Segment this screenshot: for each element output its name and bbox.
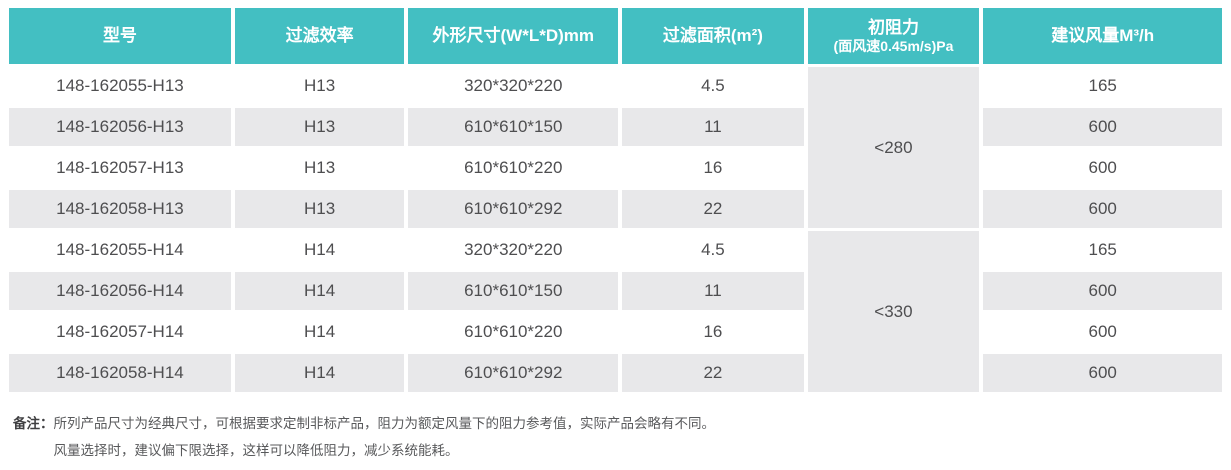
table-row: 148-162058-H14 H14 610*610*292 22 600 [9,354,1222,392]
table-row: 148-162056-H14 H14 610*610*150 11 600 [9,272,1222,310]
cell-area: 4.5 [622,231,804,269]
table-row: 148-162055-H13 H13 320*320*220 4.5 <280 … [9,67,1222,228]
table-body: 148-162055-H13 H13 320*320*220 4.5 <280 … [9,67,1222,392]
footnote: 备注： 所列产品尺寸为经典尺寸，可根据要求定制非标产品，阻力为额定风量下的阻力参… [13,410,1226,464]
table-row: 148-162056-H13 H13 610*610*150 11 600 [9,108,1222,146]
cell-model: 148-162058-H13 [9,190,231,228]
footnote-line-2: 风量选择时，建议偏下限选择，这样可以降低阻力，减少系统能耗。 [53,443,459,458]
cell-area: 4.5 [622,67,804,105]
cell-efficiency: H14 [234,354,405,392]
cell-efficiency: H14 [234,272,405,310]
col-header-resistance: 初阻力 (面风速0.45m/s)Pa [807,8,980,64]
footnote-line-1: 所列产品尺寸为经典尺寸，可根据要求定制非标产品，阻力为额定风量下的阻力参考值，实… [53,416,716,431]
cell-airflow: 600 [983,354,1222,392]
cell-dimensions: 610*610*292 [408,190,619,228]
col-header-resistance-subtitle: (面风速0.45m/s)Pa [833,37,954,54]
cell-model: 148-162057-H13 [9,149,231,187]
col-header-efficiency: 过滤效率 [234,8,405,64]
cell-airflow: 165 [983,67,1222,105]
cell-airflow: 165 [983,231,1222,269]
col-header-dimensions: 外形尺寸(W*L*D)mm [408,8,619,64]
cell-efficiency: H14 [234,313,405,351]
cell-model: 148-162056-H13 [9,108,231,146]
cell-dimensions: 610*610*220 [408,313,619,351]
cell-model: 148-162055-H14 [9,231,231,269]
table-row: 148-162057-H13 H13 610*610*220 16 600 [9,149,1222,187]
col-header-resistance-title: 初阻力 [867,17,919,37]
cell-resistance-h14-group: <330 [807,231,980,392]
cell-airflow: 600 [983,313,1222,351]
cell-area: 22 [622,354,804,392]
cell-airflow: 600 [983,190,1222,228]
cell-dimensions: 610*610*220 [408,149,619,187]
cell-model: 148-162055-H13 [9,67,231,105]
cell-model: 148-162058-H14 [9,354,231,392]
cell-efficiency: H13 [234,108,405,146]
cell-efficiency: H14 [234,231,405,269]
table-row: 148-162058-H13 H13 610*610*292 22 600 [9,190,1222,228]
cell-dimensions: 320*320*220 [408,67,619,105]
cell-model: 148-162057-H14 [9,313,231,351]
cell-efficiency: H13 [234,190,405,228]
cell-efficiency: H13 [234,67,405,105]
table-row: 148-162057-H14 H14 610*610*220 16 600 [9,313,1222,351]
cell-area: 16 [622,313,804,351]
footnote-text: 所列产品尺寸为经典尺寸，可根据要求定制非标产品，阻力为额定风量下的阻力参考值，实… [54,410,716,464]
cell-dimensions: 610*610*292 [408,354,619,392]
table-row: 148-162055-H14 H14 320*320*220 4.5 <330 … [9,231,1222,392]
col-header-airflow: 建议风量M³/h [983,8,1222,64]
cell-resistance-h13-group: <280 [807,67,980,228]
filter-spec-table: 型号 过滤效率 外形尺寸(W*L*D)mm 过滤面积(m²) 初阻力 (面风速0… [5,5,1226,395]
footnote-label: 备注： [13,416,54,431]
cell-dimensions: 320*320*220 [408,231,619,269]
cell-airflow: 600 [983,108,1222,146]
cell-dimensions: 610*610*150 [408,272,619,310]
cell-area: 11 [622,272,804,310]
col-header-area: 过滤面积(m²) [622,8,804,64]
cell-model: 148-162056-H14 [9,272,231,310]
cell-airflow: 600 [983,272,1222,310]
cell-efficiency: H13 [234,149,405,187]
header-row: 型号 过滤效率 外形尺寸(W*L*D)mm 过滤面积(m²) 初阻力 (面风速0… [9,8,1222,64]
table-header: 型号 过滤效率 外形尺寸(W*L*D)mm 过滤面积(m²) 初阻力 (面风速0… [9,8,1222,64]
cell-airflow: 600 [983,149,1222,187]
col-header-model: 型号 [9,8,231,64]
cell-dimensions: 610*610*150 [408,108,619,146]
cell-area: 22 [622,190,804,228]
cell-area: 16 [622,149,804,187]
cell-area: 11 [622,108,804,146]
